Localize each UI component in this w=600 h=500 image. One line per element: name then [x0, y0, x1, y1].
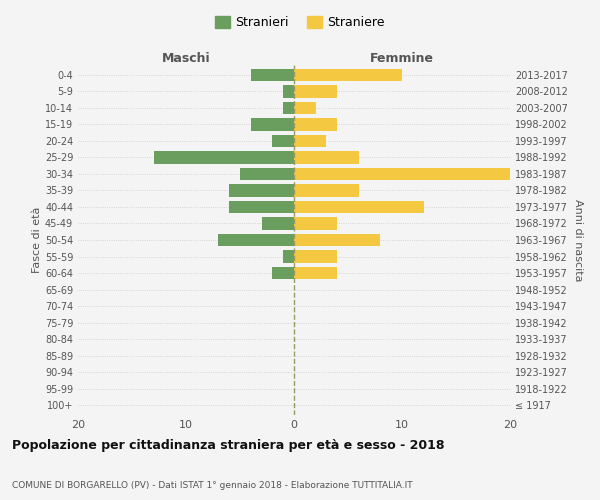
Text: Femmine: Femmine: [370, 52, 434, 65]
Text: Popolazione per cittadinanza straniera per età e sesso - 2018: Popolazione per cittadinanza straniera p…: [12, 440, 445, 452]
Bar: [294, 68, 402, 81]
Bar: [294, 250, 337, 262]
Text: Maschi: Maschi: [161, 52, 211, 65]
Bar: [294, 168, 510, 180]
Bar: [229, 184, 294, 196]
Bar: [294, 135, 326, 147]
Bar: [283, 85, 294, 98]
Bar: [218, 234, 294, 246]
Bar: [262, 218, 294, 230]
Bar: [294, 102, 316, 114]
Bar: [294, 218, 337, 230]
Bar: [283, 102, 294, 114]
Bar: [154, 152, 294, 164]
Bar: [272, 267, 294, 279]
Text: COMUNE DI BORGARELLO (PV) - Dati ISTAT 1° gennaio 2018 - Elaborazione TUTTITALIA: COMUNE DI BORGARELLO (PV) - Dati ISTAT 1…: [12, 481, 413, 490]
Bar: [294, 85, 337, 98]
Y-axis label: Anni di nascita: Anni di nascita: [573, 198, 583, 281]
Bar: [272, 135, 294, 147]
Y-axis label: Fasce di età: Fasce di età: [32, 207, 42, 273]
Legend: Stranieri, Straniere: Stranieri, Straniere: [210, 11, 390, 34]
Bar: [294, 152, 359, 164]
Bar: [251, 118, 294, 130]
Bar: [283, 250, 294, 262]
Bar: [294, 184, 359, 196]
Bar: [294, 201, 424, 213]
Bar: [240, 168, 294, 180]
Bar: [294, 234, 380, 246]
Bar: [229, 201, 294, 213]
Bar: [294, 118, 337, 130]
Bar: [251, 68, 294, 81]
Bar: [294, 267, 337, 279]
